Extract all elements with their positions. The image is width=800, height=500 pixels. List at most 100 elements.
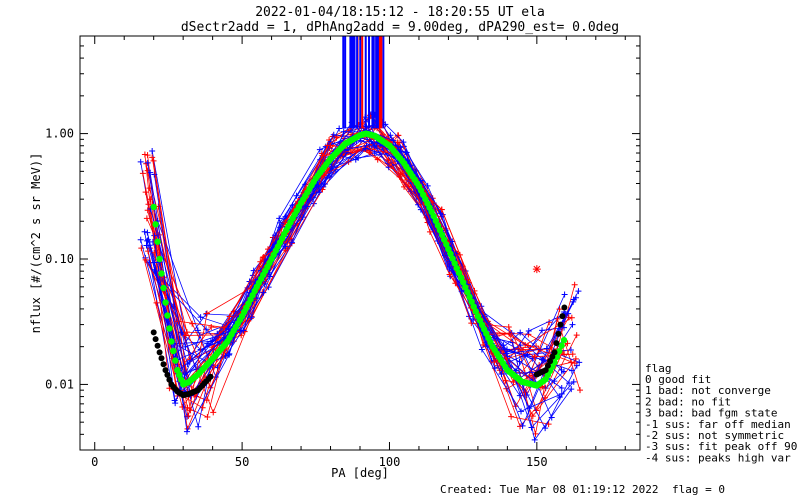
fit-point-alt bbox=[154, 342, 161, 349]
data-point-marker bbox=[519, 422, 526, 429]
data-trace bbox=[149, 140, 575, 429]
fit-point bbox=[460, 279, 467, 286]
data-point-marker bbox=[293, 192, 300, 199]
data-point-marker bbox=[204, 340, 211, 347]
data-point-marker bbox=[539, 327, 546, 334]
fit-point bbox=[158, 270, 165, 277]
data-point-marker bbox=[327, 142, 334, 149]
data-point-marker bbox=[396, 139, 403, 146]
data-trace bbox=[150, 125, 574, 355]
data-point-marker bbox=[355, 154, 362, 161]
data-point-marker bbox=[261, 280, 268, 287]
fit-point bbox=[170, 347, 177, 355]
data-point-marker bbox=[396, 173, 403, 180]
data-point-marker bbox=[316, 189, 323, 196]
data-point-marker bbox=[340, 128, 347, 135]
data-point-marker bbox=[260, 289, 267, 296]
fit-point bbox=[154, 238, 161, 245]
data-point-marker bbox=[316, 146, 323, 153]
data-point-marker bbox=[197, 314, 204, 321]
data-point-marker bbox=[402, 148, 409, 155]
data-point-marker bbox=[195, 423, 202, 430]
fit-point bbox=[451, 260, 458, 267]
fit-point bbox=[468, 298, 475, 305]
fit-point bbox=[174, 366, 181, 374]
legend-entry: 2 bad: no fit bbox=[645, 395, 731, 408]
fit-point-alt bbox=[158, 355, 165, 362]
data-point-marker bbox=[147, 196, 154, 203]
data-point-marker bbox=[417, 177, 424, 184]
data-point-marker bbox=[362, 145, 369, 152]
data-point-marker bbox=[525, 342, 532, 349]
data-point-marker bbox=[210, 409, 217, 416]
data-point-marker bbox=[558, 384, 565, 391]
fit-point bbox=[164, 312, 171, 319]
data-point-marker bbox=[478, 346, 485, 353]
fit-point-alt bbox=[547, 358, 554, 365]
data-point-marker bbox=[147, 169, 154, 176]
y-tick-label: 0.10 bbox=[45, 252, 74, 266]
y-axis-label: nflux [#/(cm^2 s sr MeV)] bbox=[29, 153, 43, 334]
fit-point-alt bbox=[152, 336, 159, 343]
data-point-marker bbox=[288, 239, 295, 246]
fit-point bbox=[560, 336, 568, 344]
chart-subtitle: dSectr2add = 1, dPhAng2add = 9.00deg, dP… bbox=[181, 20, 619, 35]
data-point-marker bbox=[570, 378, 577, 385]
legend: 0 good fit 1 bad: not converge 2 bad: no… bbox=[645, 373, 797, 464]
data-point-marker bbox=[144, 237, 151, 244]
data-point-marker bbox=[276, 215, 283, 222]
created-timestamp: Created: Tue Mar 08 01:19:12 2022 bbox=[440, 483, 659, 496]
legend-entry: 0 good fit bbox=[645, 373, 711, 386]
data-point-marker bbox=[551, 378, 558, 385]
legend-entry: -1 sus: far off median bbox=[645, 418, 791, 431]
fit-point-alt bbox=[150, 329, 157, 336]
fit-point-alt bbox=[156, 349, 163, 356]
fit-point bbox=[150, 203, 157, 211]
data-point-marker bbox=[569, 351, 576, 358]
fit-point bbox=[176, 371, 183, 379]
fit-point bbox=[441, 236, 448, 243]
data-point-marker bbox=[145, 236, 152, 243]
fit-point bbox=[172, 357, 179, 364]
data-point-marker bbox=[506, 330, 513, 337]
data-point-marker bbox=[226, 313, 233, 320]
x-axis-label: PA [deg] bbox=[331, 466, 389, 480]
fit-point bbox=[162, 299, 169, 306]
data-point-marker bbox=[141, 151, 148, 158]
data-point-marker bbox=[199, 404, 206, 411]
data-point-marker bbox=[182, 343, 189, 350]
data-trace bbox=[147, 118, 581, 434]
data-point-marker bbox=[146, 242, 153, 249]
fit-point bbox=[466, 293, 473, 301]
data-point-marker bbox=[144, 152, 151, 159]
data-point-marker bbox=[149, 154, 156, 161]
data-point-marker bbox=[144, 159, 151, 166]
legend-title: flag bbox=[645, 362, 672, 375]
data-point-marker bbox=[336, 125, 343, 132]
data-point-marker bbox=[505, 324, 512, 331]
fit-point bbox=[166, 325, 173, 332]
data-point-marker bbox=[531, 353, 538, 360]
data-point-marker bbox=[330, 131, 337, 138]
fit-point-alt bbox=[551, 349, 558, 356]
data-trace bbox=[142, 146, 535, 418]
data-point-marker bbox=[567, 347, 574, 354]
legend-entry: 1 bad: not converge bbox=[645, 384, 771, 397]
fit-point bbox=[156, 255, 163, 263]
fit-point bbox=[447, 250, 454, 257]
fit-point-alt bbox=[553, 340, 560, 347]
data-point-marker bbox=[390, 137, 397, 144]
data-point-marker bbox=[240, 327, 247, 334]
chart-title: 2022-01-04/18:15:12 - 18:20:55 UT ela bbox=[255, 5, 545, 20]
data-point-marker bbox=[569, 321, 576, 328]
data-point-marker bbox=[208, 323, 215, 330]
data-trace bbox=[145, 144, 573, 358]
data-point-marker bbox=[503, 350, 510, 357]
data-point-marker bbox=[207, 384, 214, 391]
data-point-marker bbox=[517, 329, 524, 336]
data-point-marker bbox=[568, 386, 575, 393]
fit-point-alt bbox=[555, 330, 562, 337]
fit-point bbox=[556, 348, 563, 355]
data-point-marker bbox=[400, 139, 407, 146]
data-point-marker bbox=[545, 421, 552, 428]
